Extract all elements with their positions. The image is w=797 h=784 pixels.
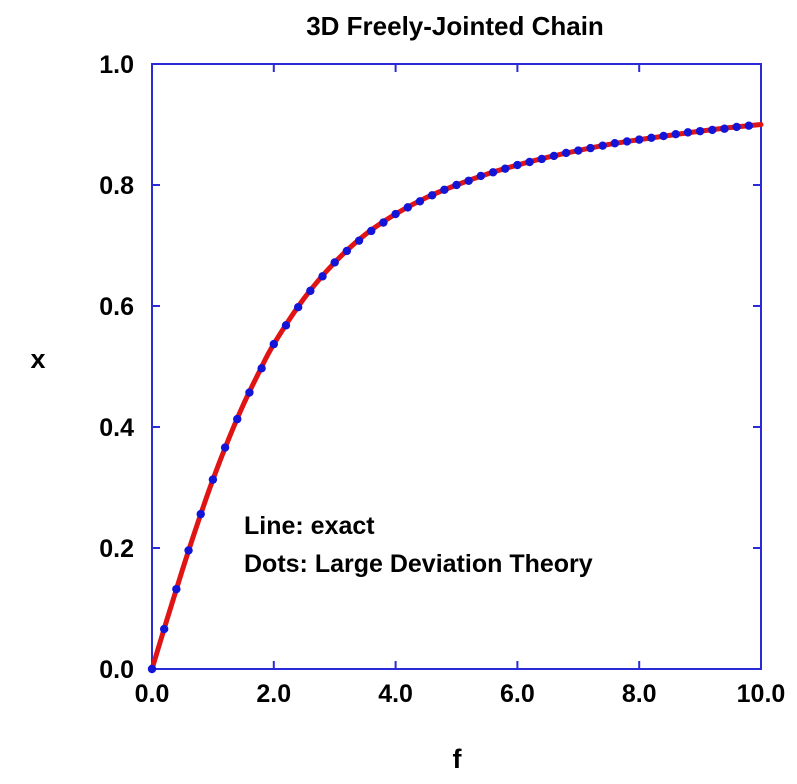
y-tick-label: 0.4 [99,414,134,442]
ldt-dot [744,121,754,130]
ldt-dot [488,168,498,177]
ldt-dot [245,388,254,397]
ldt-dot [561,148,571,158]
x-axis-label: f [453,744,463,774]
x-tick-label: 6.0 [500,680,535,708]
ldt-dot [525,157,534,167]
ldt-dot [647,133,656,143]
ldt-dot [708,125,717,135]
ldt-dot [257,364,266,373]
y-tick-label: 0.0 [99,656,134,684]
ldt-dot [293,303,303,312]
x-tick-label: 8.0 [622,680,657,708]
plot-frame [151,63,762,670]
ldt-dot [379,218,388,227]
x-tick-label: 2.0 [256,680,291,708]
x-tick-label: 10.0 [737,680,786,708]
ldt-dot [367,226,376,236]
ldt-dot [281,321,291,330]
ldt-dot [732,122,741,132]
ldt-dot [464,176,473,185]
ldt-dot [427,191,437,200]
ldt-dot [306,286,315,296]
ldt-dot [720,124,729,133]
ldt-dot [403,203,412,212]
chart-title: 3D Freely-Jointed Chain [306,11,604,41]
ldt-dot [537,154,546,164]
ldt-dot [671,129,680,139]
y-tick-labels: 0.0 0.2 0.4 0.6 0.8 1.0 [99,51,134,684]
ldt-dot [318,272,327,281]
ldt-dot [354,236,364,245]
ldt-dot [159,624,169,634]
annotation-line: Line: exact [244,512,375,540]
ldt-dot [622,137,632,146]
ldt-dot [208,475,218,484]
ldt-dot [574,146,583,155]
ldt-dot [695,126,705,136]
ldt-dot [196,509,205,519]
ldt-dot [452,180,461,190]
ldt-dot [269,339,278,349]
ldt-dot [683,128,693,137]
x-tick-label: 0.0 [135,680,170,708]
ldt-dot [147,664,157,674]
ldt-dot [415,197,425,206]
ldt-dot [440,185,449,195]
ldt-dots [147,121,754,674]
ldt-dot [659,131,668,141]
ldt-dot [501,164,510,173]
ldt-dot [233,414,242,424]
ldt-dot [549,151,559,161]
ldt-dot [586,143,595,153]
ldt-dot [330,258,339,267]
axis-ticks [151,63,762,670]
ldt-dot [476,171,486,181]
y-tick-label: 1.0 [99,51,134,79]
ldt-dot [184,546,193,555]
ldt-dot [220,443,230,452]
ldt-dot [342,246,352,256]
ldt-dot [598,141,607,150]
x-tick-labels: 0.0 2.0 4.0 6.0 8.0 10.0 [135,680,786,708]
annotation-dots: Dots: Large Deviation Theory [244,550,593,578]
x-tick-label: 4.0 [378,680,413,708]
ldt-dot [635,135,644,144]
exact-curve-line [149,122,764,672]
ldt-dot [513,160,522,170]
ldt-dot [172,584,181,594]
y-tick-label: 0.2 [99,535,134,563]
y-tick-label: 0.8 [99,172,134,200]
y-tick-label: 0.6 [99,293,134,321]
ldt-dot [391,209,400,219]
ldt-dot [610,139,620,148]
y-axis-label: x [30,344,45,374]
